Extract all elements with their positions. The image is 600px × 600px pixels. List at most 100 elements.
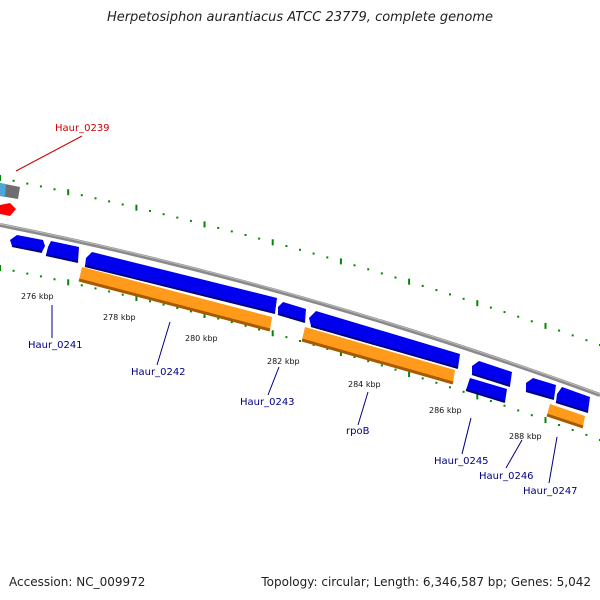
gc-skew-mark [94, 197, 97, 200]
label-haur-0242[interactable]: Haur_0242 [131, 367, 186, 378]
orange-gene[interactable] [79, 267, 272, 330]
gene-block[interactable] [526, 378, 556, 399]
gc-skew-mark [476, 300, 479, 307]
gc-skew-mark [230, 321, 233, 324]
gc-skew-track-outer [0, 175, 600, 346]
gc-skew-mark [108, 200, 111, 203]
gc-skew-mark [435, 289, 438, 292]
gc-skew-mark [503, 404, 506, 407]
gc-skew-mark [39, 275, 42, 278]
label-haur-0243[interactable]: Haur_0243 [240, 397, 295, 408]
gc-skew-mark [503, 311, 506, 314]
gc-skew-mark [489, 400, 492, 402]
gc-skew-mark [312, 343, 315, 346]
gc-skew-mark [408, 371, 411, 377]
gc-skew-mark [12, 269, 15, 272]
gc-skew-mark [558, 424, 561, 426]
label-haur-0239[interactable]: Haur_0239 [55, 123, 110, 134]
gc-skew-mark [12, 179, 15, 182]
gene-block[interactable] [85, 252, 277, 313]
gc-skew-mark [258, 237, 261, 240]
gc-skew-mark [367, 268, 370, 271]
gc-skew-mark [149, 209, 151, 212]
gc-skew-mark [476, 393, 479, 400]
gc-skew-mark [26, 272, 29, 275]
gc-skew-mark [299, 248, 301, 251]
gc-skew-mark [489, 306, 492, 309]
gc-skew-track-inner [0, 265, 600, 441]
gc-skew-mark [326, 256, 329, 259]
gc-skew-mark [299, 340, 301, 342]
gc-skew-mark [26, 182, 29, 185]
label-haur-0241[interactable]: Haur_0241 [28, 340, 83, 351]
gc-skew-mark [571, 428, 574, 431]
gene-block[interactable] [556, 387, 590, 412]
gene-haur-0239-red [0, 203, 16, 216]
gc-skew-mark [135, 204, 138, 211]
gene-block[interactable] [472, 361, 512, 386]
label-leaders [15, 135, 558, 484]
gc-skew-mark [367, 360, 370, 363]
gc-skew-mark [203, 221, 206, 228]
scale-label-284: 284 kbp [348, 380, 381, 389]
gc-skew-mark [421, 377, 424, 380]
gc-skew-mark [189, 310, 192, 313]
genome-summary-text: Topology: circular; Length: 6,346,587 bp… [261, 575, 591, 589]
gene-haur-0239-block[interactable] [0, 183, 20, 216]
orange-gene[interactable] [302, 327, 455, 383]
gc-skew-mark [339, 350, 342, 356]
gc-skew-mark [121, 203, 124, 206]
gene-block[interactable] [309, 311, 460, 368]
gc-skew-mark [408, 278, 411, 285]
gene-block[interactable] [10, 235, 45, 252]
gc-skew-mark [108, 290, 111, 293]
gc-skew-mark [53, 278, 56, 281]
gc-skew-mark [394, 368, 397, 371]
gc-skew-mark [353, 356, 356, 359]
label-rpob[interactable]: rpoB [346, 426, 370, 437]
scale-label-278: 278 kbp [103, 313, 136, 322]
label-haur-0247[interactable]: Haur_0247 [523, 486, 578, 497]
gc-skew-mark [271, 239, 274, 246]
gc-skew-mark [258, 328, 261, 331]
orange-gene[interactable] [547, 404, 585, 427]
scale-label-280: 280 kbp [185, 334, 218, 343]
gc-skew-mark [121, 293, 124, 296]
gc-skew-mark [203, 312, 206, 318]
scale-label-282: 282 kbp [267, 357, 300, 366]
scale-label-288: 288 kbp [509, 432, 542, 441]
gc-skew-mark [67, 189, 70, 196]
gc-skew-mark [449, 386, 451, 389]
gc-skew-mark [67, 279, 70, 286]
orange-gene-track [78, 267, 585, 429]
gc-skew-mark [162, 303, 165, 306]
gc-skew-mark [176, 307, 179, 309]
gc-skew-mark [380, 364, 383, 367]
gc-skew-mark [312, 252, 315, 255]
gc-skew-mark [421, 284, 424, 287]
gc-skew-mark [326, 347, 329, 350]
gc-skew-mark [339, 258, 342, 265]
scale-label-286: 286 kbp [429, 406, 462, 415]
gc-skew-mark [39, 185, 42, 188]
gc-skew-mark [271, 330, 274, 337]
gc-skew-mark [517, 315, 520, 318]
gc-skew-mark [53, 188, 56, 191]
gc-skew-mark [244, 324, 247, 327]
gc-skew-mark [353, 264, 356, 267]
gc-skew-mark [285, 336, 288, 339]
gc-skew-mark [217, 226, 220, 229]
gc-skew-mark [449, 293, 451, 296]
gc-skew-mark [435, 381, 438, 384]
label-haur-0245[interactable]: Haur_0245 [434, 456, 489, 467]
gc-skew-mark [571, 334, 574, 337]
gc-skew-mark [380, 272, 383, 275]
gc-skew-mark [80, 284, 83, 287]
label-haur-0246[interactable]: Haur_0246 [479, 471, 534, 482]
gc-skew-mark [0, 175, 1, 181]
gc-skew-mark [517, 409, 520, 412]
gene-block[interactable] [466, 378, 507, 402]
gene-block[interactable] [278, 302, 306, 322]
gc-skew-mark [135, 295, 138, 301]
